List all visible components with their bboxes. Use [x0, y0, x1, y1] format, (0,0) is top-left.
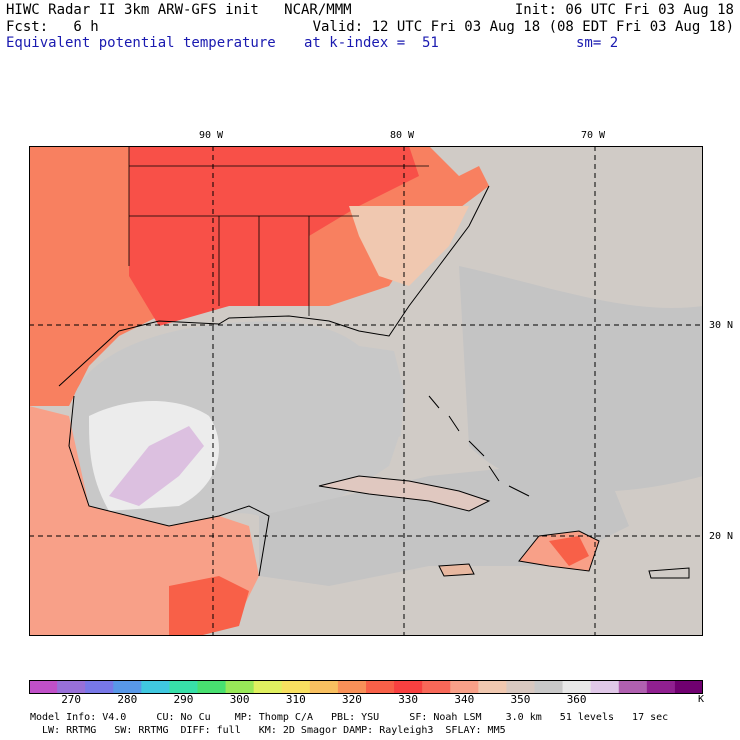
- colorbar-swatch: [534, 680, 564, 694]
- colorbar-swatch: [225, 680, 255, 694]
- field-name: Equivalent potential temperature: [6, 35, 276, 51]
- lat-label-20n: 20 N: [709, 531, 734, 542]
- colorbar-unit: K: [698, 694, 705, 705]
- colorbar-swatch: [113, 680, 142, 694]
- colorbar-swatch: [590, 680, 620, 694]
- smoothing: sm= 2: [576, 35, 619, 51]
- state-borders: [128, 146, 429, 316]
- lon-label-90w: 90 W: [199, 130, 224, 141]
- colorbar-swatch: [141, 680, 170, 694]
- theta-e-map: [29, 146, 703, 636]
- forecast-hour: Fcst: 6 h: [6, 19, 99, 35]
- colorbar-swatch: [618, 680, 648, 694]
- island-outlines: [318, 475, 690, 579]
- jamaica: [439, 564, 474, 576]
- colorbar-swatch: [29, 680, 58, 694]
- colorbar-tick-label: 290: [173, 693, 194, 706]
- colorbar-swatch: [450, 680, 479, 694]
- footer-line-1: Model Info: V4.0 CU: No Cu MP: Thomp C/A…: [30, 712, 669, 723]
- colorbar-swatch: [506, 680, 535, 694]
- lon-label-80w: 80 W: [390, 130, 415, 141]
- colorbar-tick-label: 330: [398, 693, 419, 706]
- yucatan-mexico-warm: [29, 406, 259, 636]
- colorbar-swatch: [197, 680, 227, 694]
- colorbar-tick-label: 350: [510, 693, 531, 706]
- colorbar-frame: [29, 680, 703, 694]
- valid-time: Valid: 12 UTC Fri 03 Aug 18 (08 EDT Fri …: [312, 19, 734, 35]
- lat-lon-grid: [29, 146, 703, 636]
- init-time: Init: 06 UTC Fri 03 Aug 18: [514, 2, 734, 18]
- colorbar-swatch: [169, 680, 198, 694]
- southeast-coastline: [58, 185, 490, 387]
- gulf-lavender-patch: [109, 426, 204, 506]
- hispaniola-hot-core: [549, 536, 589, 566]
- bahamas-outlines: [428, 395, 530, 497]
- colorbar-swatch: [253, 680, 283, 694]
- cuba: [319, 476, 489, 511]
- coastal-carolinas: [349, 206, 469, 286]
- southeast-hot-zone: [129, 146, 419, 326]
- florida-peninsula: [359, 346, 404, 441]
- colorbar-swatch: [366, 680, 395, 694]
- colorbar-swatch: [337, 680, 367, 694]
- k-index: at k-index = 51: [304, 35, 439, 51]
- colorbar-tick-label: 310: [285, 693, 306, 706]
- colorbar-swatch: [281, 680, 311, 694]
- colorbar-tick-label: 340: [454, 693, 475, 706]
- colorbar-tick-label: 320: [342, 693, 362, 706]
- central-america-hot: [169, 576, 249, 636]
- colorbar-tick-label: 280: [117, 693, 138, 706]
- atlantic-gray-band: [459, 266, 703, 492]
- gulf-coastline: [68, 395, 270, 577]
- lat-label-30n: 30 N: [709, 320, 734, 331]
- colorbar-tick-label: 360: [566, 693, 587, 706]
- footer-line-2: LW: RRTMG SW: RRTMG DIFF: full KM: 2D Sm…: [30, 725, 506, 736]
- map-frame: [29, 146, 703, 636]
- model-title: HIWC Radar II 3km ARW-GFS init NCAR/MMM: [6, 2, 352, 18]
- colorbar: [29, 680, 703, 694]
- colorbar-swatch: [646, 680, 676, 694]
- colorbar-swatch: [478, 680, 507, 694]
- colorbar-swatch: [309, 680, 339, 694]
- colorbar-swatch: [562, 680, 592, 694]
- colorbar-tick-label: 270: [61, 693, 82, 706]
- colorbar-swatch: [57, 680, 86, 694]
- colorbar-swatch: [394, 680, 423, 694]
- colorbar-swatch: [674, 680, 703, 694]
- colorbar-swatch: [422, 680, 451, 694]
- lon-label-70w: 70 W: [581, 130, 606, 141]
- colorbar-swatch: [85, 680, 114, 694]
- colorbar-tick-label: 300: [229, 693, 250, 706]
